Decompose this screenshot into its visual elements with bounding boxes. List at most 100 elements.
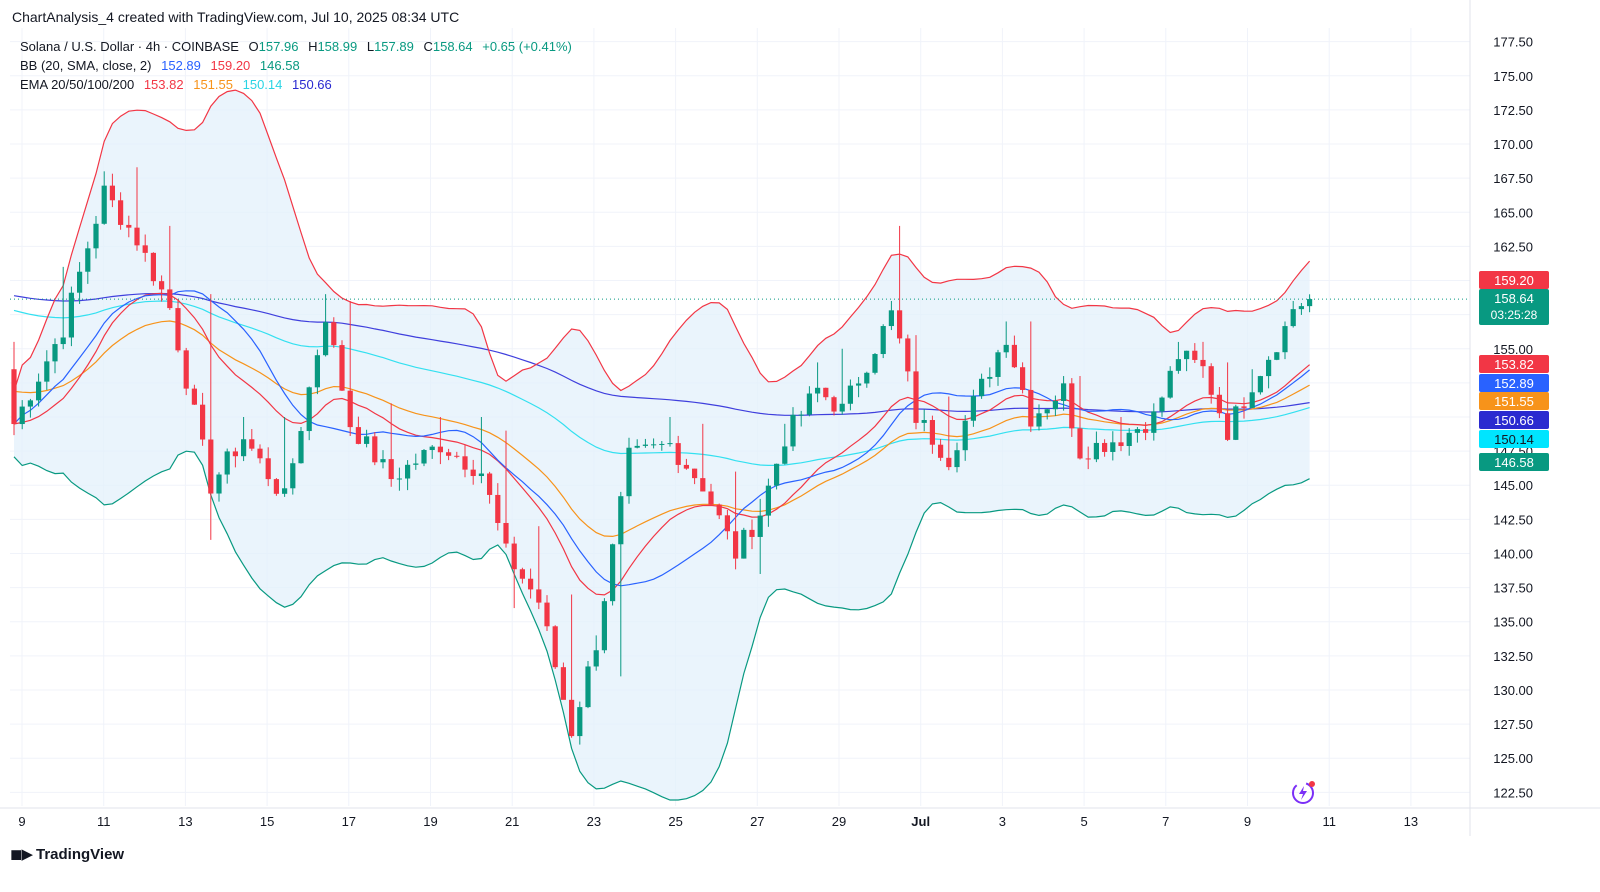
candle-body xyxy=(1061,383,1067,401)
candle-body xyxy=(1126,432,1132,447)
candle-body xyxy=(1028,389,1034,427)
candle-body xyxy=(265,458,271,480)
candle-body xyxy=(224,451,230,475)
time-tick-label: 25 xyxy=(668,814,682,829)
candle-body xyxy=(806,393,812,415)
bb-legend[interactable]: BB (20, SMA, close, 2) 152.89 159.20 146… xyxy=(20,58,306,73)
candle-body xyxy=(601,601,607,651)
candle-body xyxy=(503,522,509,544)
time-tick-label: 5 xyxy=(1080,814,1087,829)
candle-body xyxy=(979,378,985,397)
ema50-line xyxy=(13,320,1310,538)
candle-body xyxy=(1307,299,1313,307)
candle-body xyxy=(1020,367,1026,390)
candle-body xyxy=(700,478,706,492)
candle-body xyxy=(52,344,58,362)
price-tick-label: 172.50 xyxy=(1493,103,1533,118)
candle-body xyxy=(249,439,255,449)
candle-body xyxy=(823,387,829,398)
time-tick-label: 29 xyxy=(832,814,846,829)
candle-body xyxy=(437,446,443,453)
candle-body xyxy=(183,350,189,389)
candle-body xyxy=(314,355,320,388)
candle-body xyxy=(864,372,870,384)
ohlc-open: O157.96 xyxy=(248,39,299,54)
price-tag xyxy=(1479,430,1549,448)
candle-body xyxy=(347,390,353,428)
candle-body xyxy=(519,569,525,579)
time-tick-label: 9 xyxy=(18,814,25,829)
price-tick-label: 167.50 xyxy=(1493,171,1533,186)
price-tag-label: 159.20 xyxy=(1494,273,1534,288)
candle-body xyxy=(716,504,722,516)
candle-body xyxy=(1249,392,1255,408)
candle-body xyxy=(511,543,517,570)
candle-body xyxy=(1266,359,1272,377)
candle-body xyxy=(323,322,329,356)
candle-body xyxy=(355,427,361,444)
candle-body xyxy=(1110,442,1116,452)
candle-body xyxy=(1167,370,1173,398)
candle-body xyxy=(101,185,107,224)
candle-body xyxy=(987,376,993,379)
candle-body xyxy=(1208,366,1214,395)
price-tick-label: 137.50 xyxy=(1493,581,1533,596)
price-tick-label: 175.00 xyxy=(1493,69,1533,84)
price-tag-label: 158.64 xyxy=(1494,291,1534,306)
price-tags: 159.20 158.64 03:25:28 153.82 152.89 151.55 15… xyxy=(1479,271,1549,471)
time-tick-label: 11 xyxy=(1322,814,1336,829)
time-tick-label: 23 xyxy=(587,814,601,829)
candle-body xyxy=(257,448,263,459)
candle-body xyxy=(913,371,919,423)
candle-body xyxy=(1233,406,1239,440)
ohlc-change: +0.65 (+0.41%) xyxy=(482,39,572,54)
candle-body xyxy=(1184,350,1190,360)
candle-body xyxy=(372,436,378,463)
candle-body xyxy=(1036,413,1042,427)
candle-body xyxy=(962,420,968,451)
candle-body xyxy=(396,478,402,480)
candle-body xyxy=(150,252,156,282)
candle-body xyxy=(774,463,780,486)
candle-body xyxy=(306,387,312,432)
tradingview-mark-icon: ◼▶ xyxy=(10,846,33,863)
candles xyxy=(11,167,1313,745)
time-tick-label: 3 xyxy=(999,814,1006,829)
candle-body xyxy=(733,531,739,559)
price-tick-label: 122.50 xyxy=(1493,785,1533,800)
candle-body xyxy=(954,450,960,468)
candle-body xyxy=(339,345,345,391)
symbol-title[interactable]: Solana / U.S. Dollar · 4h · COINBASE xyxy=(20,39,239,54)
candle-body xyxy=(44,361,50,382)
candle-body xyxy=(946,457,952,468)
candle-body xyxy=(421,450,427,464)
time-tick-label: Jul xyxy=(911,814,930,829)
candle-body xyxy=(642,444,648,446)
candle-body xyxy=(68,292,74,338)
candle-body xyxy=(560,667,566,700)
candle-body xyxy=(938,444,944,458)
candle-body xyxy=(659,443,665,445)
candle-body xyxy=(167,289,173,309)
indicator-lines xyxy=(13,89,1311,801)
candle-body xyxy=(724,515,730,532)
candle-body xyxy=(241,439,247,457)
candle-body xyxy=(1011,344,1017,368)
snapshot-icon[interactable] xyxy=(1290,778,1318,806)
ema-legend[interactable]: EMA 20/50/100/200 153.82 151.55 150.14 1… xyxy=(20,77,338,92)
candle-body xyxy=(298,431,304,464)
ema200-line xyxy=(13,292,1310,416)
candle-body xyxy=(856,383,862,386)
candle-body xyxy=(1118,442,1124,447)
candle-body xyxy=(798,414,804,416)
candle-body xyxy=(929,420,935,445)
candle-body xyxy=(1159,397,1165,412)
candle-body xyxy=(118,200,124,225)
tradingview-logo[interactable]: ◼▶ TradingView xyxy=(10,845,124,864)
symbol-legend: Solana / U.S. Dollar · 4h · COINBASE O15… xyxy=(20,39,578,54)
ema20-value: 153.82 xyxy=(143,77,184,92)
candle-body xyxy=(1282,326,1288,353)
candle-body xyxy=(1200,359,1206,367)
candle-body xyxy=(1143,429,1149,433)
